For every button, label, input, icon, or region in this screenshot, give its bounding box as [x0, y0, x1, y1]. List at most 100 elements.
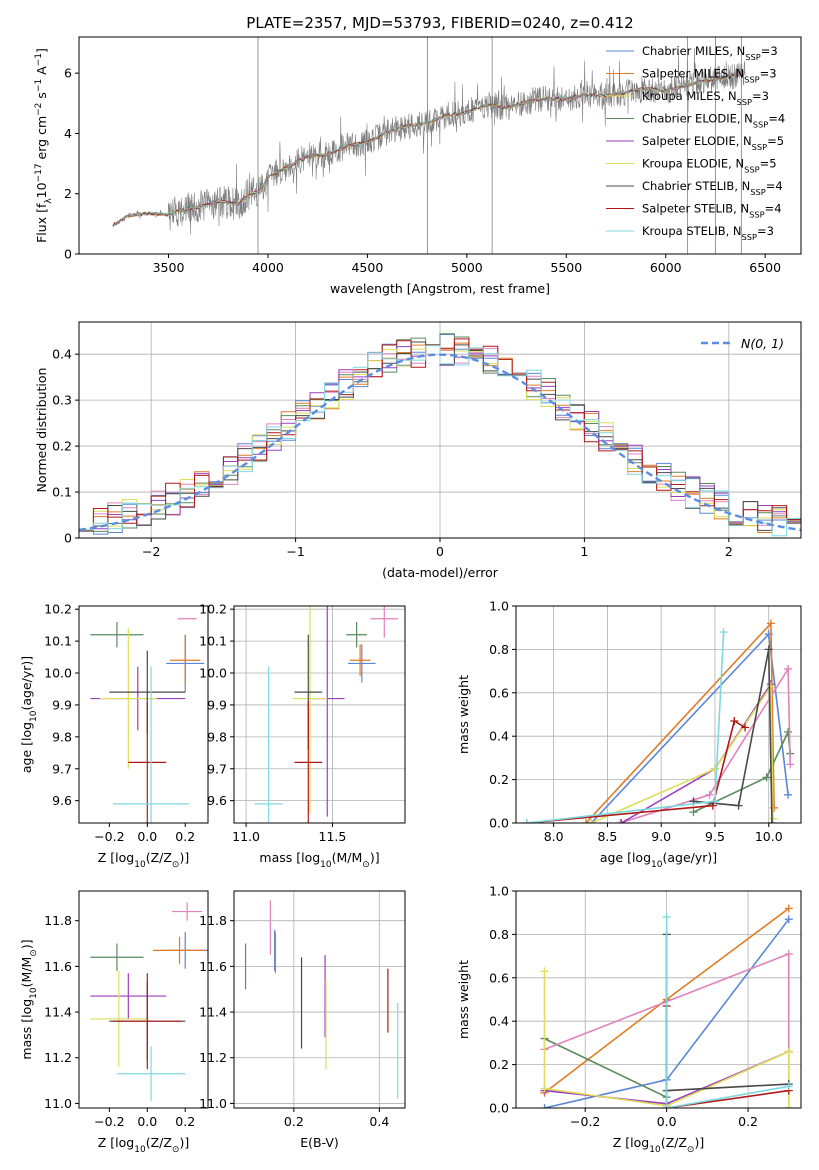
mass-weight-vs-metallicity-frame — [515, 890, 802, 1109]
label-part: ⊙ — [172, 860, 180, 870]
label-part: =4 — [765, 202, 782, 216]
y-tick-label: 0.4 — [52, 347, 72, 362]
label-part: ⊙ — [172, 1145, 180, 1155]
weight-point-marker — [741, 723, 750, 732]
label-part: −1 — [34, 53, 44, 66]
x-tick-label: −2 — [142, 544, 160, 559]
weight-point-marker — [662, 1104, 671, 1108]
y-tick-label: 11.6 — [44, 959, 72, 974]
label-part: (data-model)/error — [382, 565, 499, 580]
weight-point-marker — [766, 619, 775, 628]
y-tick-label: 0.6 — [489, 685, 509, 700]
label-part: SSP — [753, 120, 768, 130]
label-part: Salpeter MILES, N — [642, 67, 744, 81]
label-part: mass [log — [259, 850, 320, 865]
weight-point-marker — [766, 682, 775, 691]
weight-point-marker — [708, 801, 717, 810]
y-tick-label: 11.6 — [199, 959, 227, 974]
mass-weight-vs-age-panel: 8.0 8.5 9.0 9.5 10.0 0.0 0.2 0.4 0.6 0.8 1.0 age [l… — [456, 599, 802, 870]
label-part: 10 — [649, 1145, 661, 1155]
label-part: )] — [179, 850, 189, 865]
x-tick-label: 0.0 — [137, 829, 157, 844]
gaussian-reference-line — [79, 353, 801, 532]
weight-point-marker — [734, 801, 743, 810]
label-part: ⊙ — [362, 860, 370, 870]
weight-point-marker — [617, 819, 626, 823]
x-tick-label: 0.4 — [369, 1114, 389, 1129]
plot-panels: 3500 4000 4500 5000 5500 6000 6500 0 2 4 6 waveleng… — [19, 36, 802, 1155]
age-vs-mass-frame — [233, 605, 406, 824]
weight-point-marker — [784, 1082, 793, 1091]
x-tick-label: 8.5 — [597, 829, 617, 844]
weight-point-marker — [784, 904, 793, 913]
y-tick-label: 0.6 — [489, 970, 509, 985]
model-spectrum-line — [112, 71, 745, 227]
age-vs-mass-panel: 11.0 11.5 9.6 9.7 9.8 9.9 10.0 10.1 10.2 mass [lo… — [199, 602, 406, 870]
y-tick-label: 11.4 — [44, 1005, 72, 1020]
mass-vs-metallicity-frame — [78, 890, 209, 1109]
label-part: −2 — [34, 103, 44, 116]
spectrum-frame — [78, 36, 802, 255]
weight-point-marker — [762, 773, 771, 782]
label-part: 10 — [134, 1145, 146, 1155]
label-part: (M/M — [19, 957, 34, 988]
y-tick-label: 9.7 — [52, 761, 72, 776]
weight-point-marker — [784, 790, 793, 799]
label-part: wavelength [Angstrom, rest frame] — [330, 281, 550, 296]
residual-histogram-y-axis-label: Normed distribution — [34, 368, 49, 493]
weight-point-marker — [784, 915, 793, 924]
x-tick-label: 6500 — [749, 260, 781, 275]
age-vs-mass-plot-area — [234, 606, 405, 823]
x-tick-label: −0.2 — [94, 829, 124, 844]
label-part: Chabrier MILES, N — [642, 44, 745, 58]
label-part: SSP — [745, 52, 760, 62]
weight-point-marker — [710, 764, 719, 773]
label-part: SSP — [742, 232, 757, 242]
y-tick-label: 0.3 — [52, 393, 72, 408]
label-part: =3 — [760, 67, 777, 81]
weight-point-marker — [710, 797, 719, 806]
label-part: Kroupa MILES, N — [642, 89, 737, 103]
histogram-series-line — [79, 333, 801, 532]
y-tick-label: 11.8 — [199, 913, 227, 928]
label-part: =3 — [757, 224, 774, 238]
y-tick-label: 9.8 — [52, 729, 72, 744]
label-part: A — [34, 66, 49, 79]
y-tick-label: 0.8 — [489, 642, 509, 657]
y-tick-label: 11.2 — [44, 1050, 72, 1065]
legend-label: Kroupa STELIB, NSSP=3 — [642, 224, 774, 242]
label-part: Salpeter STELIB, N — [642, 202, 749, 216]
weight-point-marker — [786, 760, 795, 769]
label-part: ⊙ — [687, 1145, 695, 1155]
mass-vs-extinction-frame — [233, 890, 406, 1109]
mass-weight-vs-metallicity-plot-area — [516, 891, 801, 1108]
mass-vs-metallicity-panel: −0.2 0.0 0.211.011.211.411.611.8Z [log10(Z… — [19, 890, 209, 1155]
label-part: λ — [44, 198, 54, 204]
x-tick-label: 3500 — [153, 260, 185, 275]
label-part: SSP — [744, 165, 759, 175]
y-tick-label: 10.1 — [199, 634, 227, 649]
mass-weight-vs-age-x-axis-label: age [log10(age/yr)] — [600, 850, 717, 870]
label-part: Kroupa STELIB, N — [642, 224, 742, 238]
y-tick-label: 10.2 — [44, 602, 72, 617]
label-part: 10 — [651, 860, 663, 870]
label-part: s — [34, 92, 49, 103]
mass-vs-metallicity-x-axis-label: Z [log10(Z/Z⊙)] — [98, 1135, 189, 1155]
y-tick-label: 0.0 — [489, 816, 509, 831]
legend-label: Kroupa ELODIE, NSSP=5 — [642, 157, 777, 175]
spectrum-panel: 3500 4000 4500 5000 5500 6000 6500 0 2 4 6 waveleng… — [34, 36, 802, 296]
label-part: SSP — [750, 187, 765, 197]
y-tick-label: 10.0 — [199, 666, 227, 681]
weight-point-marker — [784, 949, 793, 958]
weight-series-line — [665, 917, 789, 1108]
y-tick-label: 0.0 — [489, 1101, 509, 1116]
y-tick-label: 11.4 — [199, 1005, 227, 1020]
label-part: Z [log — [98, 1135, 134, 1150]
age-vs-metallicity-frame — [78, 605, 209, 824]
weight-point-marker — [587, 819, 596, 823]
x-tick-label: 11.5 — [319, 829, 347, 844]
y-tick-label: 9.9 — [52, 697, 72, 712]
label-part: (age/yr)] — [662, 850, 717, 865]
age-vs-metallicity-y-axis-label: age [log10(age/yr)] — [19, 656, 39, 773]
x-tick-label: 0 — [436, 544, 444, 559]
